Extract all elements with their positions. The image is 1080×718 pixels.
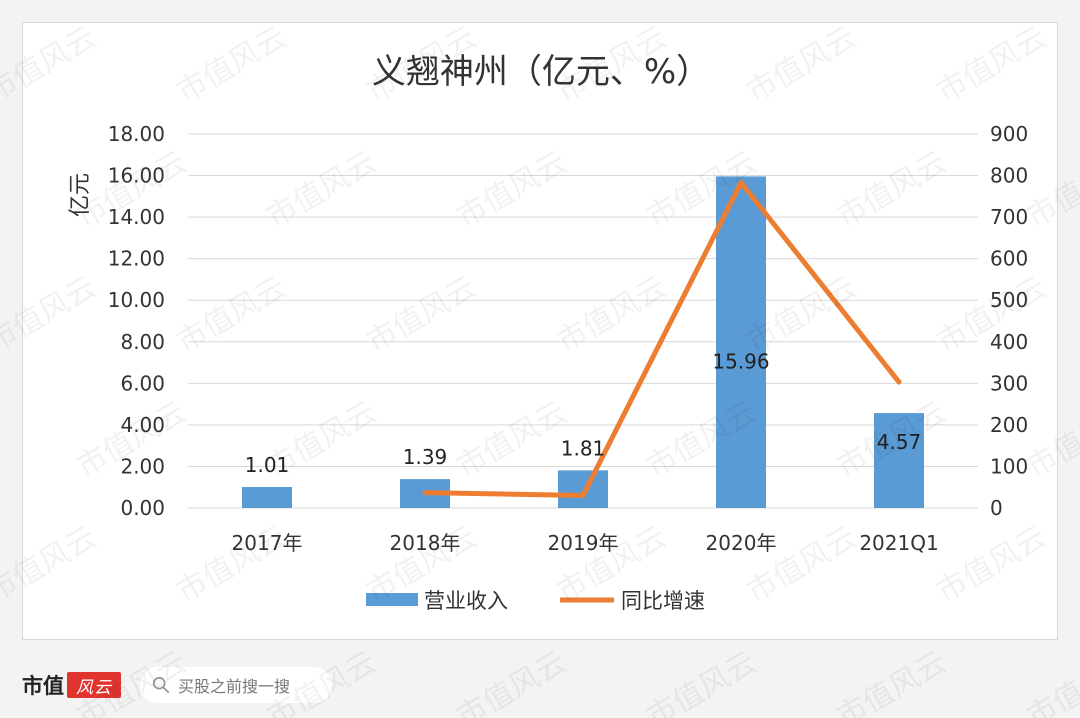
y-tick-label-left: 0.00 (120, 496, 165, 520)
x-tick-label: 2020年 (706, 531, 777, 555)
data-label: 4.57 (877, 430, 922, 454)
y-tick-label-right: 900 (990, 122, 1028, 146)
y-tick-label-right: 400 (990, 330, 1028, 354)
y-tick-label-right: 0 (990, 496, 1003, 520)
y-tick-label-left: 8.00 (120, 330, 165, 354)
growth-line-path (422, 180, 902, 499)
data-label: 1.39 (403, 445, 448, 469)
y-tick-label-right: 800 (990, 164, 1028, 188)
y-tick-label-right: 700 (990, 205, 1028, 229)
data-label: 15.96 (712, 349, 769, 373)
search-icon (152, 676, 170, 694)
y-tick-label-left: 14.00 (108, 205, 165, 229)
search-box[interactable]: 买股之前搜一搜 (140, 667, 332, 703)
y-tick-label-left: 2.00 (120, 454, 165, 478)
search-placeholder: 买股之前搜一搜 (178, 677, 291, 696)
growth-line (422, 180, 902, 499)
chart-svg: 义翘神州（亿元、%） 1.01 1.39 1.81 15.96 4.57 0.00 2.0… (68, 52, 1028, 613)
y-axis-title: 亿元 (68, 173, 93, 217)
y-axis-right: 0 100 200 300 400 500 600 700 800 900 (990, 122, 1028, 520)
x-tick-label: 2021Q1 (859, 531, 938, 555)
bar (874, 413, 924, 508)
y-tick-label-left: 16.00 (108, 164, 165, 188)
y-tick-label-left: 10.00 (108, 288, 165, 312)
data-label: 1.01 (245, 453, 290, 477)
brand-logo: 风云 (67, 672, 121, 698)
y-tick-label-left: 12.00 (108, 247, 165, 271)
y-tick-label-right: 200 (990, 413, 1028, 437)
x-axis: 2017年 2018年 2019年 2020年 2021Q1 (232, 531, 939, 555)
data-label: 1.81 (561, 436, 606, 460)
data-labels: 1.01 1.39 1.81 15.96 4.57 (245, 349, 922, 477)
footer: 市值 风云 买股之前搜一搜 (0, 646, 1080, 718)
y-tick-label-right: 300 (990, 371, 1028, 395)
x-tick-label: 2017年 (232, 531, 303, 555)
bar (716, 176, 766, 509)
y-tick-label-left: 4.00 (120, 413, 165, 437)
bar (558, 470, 608, 508)
y-tick-label-left: 18.00 (108, 122, 165, 146)
y-tick-label-left: 6.00 (120, 371, 165, 395)
gridlines (188, 133, 978, 509)
brand[interactable]: 市值 风云 (22, 670, 121, 700)
bar (242, 487, 292, 508)
legend-label-bar: 营业收入 (424, 589, 508, 613)
brand-text: 市值 (22, 673, 64, 698)
x-tick-label: 2019年 (548, 531, 619, 555)
y-axis-left: 0.00 2.00 4.00 6.00 8.00 10.00 12.00 14.00 16.00… (108, 122, 165, 520)
y-tick-label-right: 100 (990, 454, 1028, 478)
y-tick-label-right: 600 (990, 247, 1028, 271)
chart-frame: 义翘神州（亿元、%） 1.01 1.39 1.81 15.96 4.57 0.00 2.0… (22, 22, 1058, 640)
y-tick-label-right: 500 (990, 288, 1028, 312)
legend: 营业收入 同比增速 (366, 589, 705, 613)
legend-swatch-bar (366, 593, 418, 606)
bars (242, 176, 924, 509)
legend-label-line: 同比增速 (621, 589, 705, 613)
x-tick-label: 2018年 (390, 531, 461, 555)
chart-title: 义翘神州（亿元、%） (372, 52, 710, 92)
